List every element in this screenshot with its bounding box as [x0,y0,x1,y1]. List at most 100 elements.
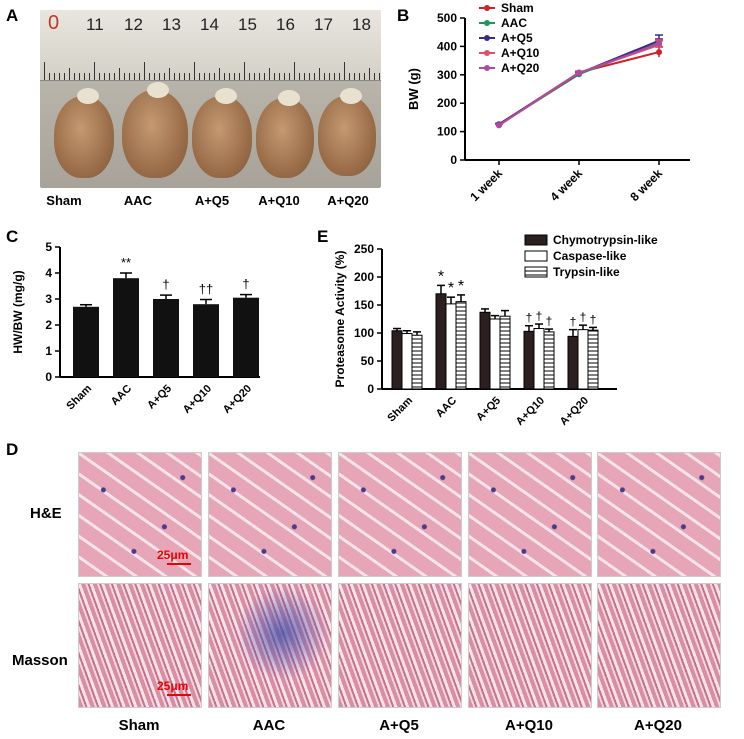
ruler-tick [79,73,80,80]
x-tick-label: A+Q5 [474,395,503,424]
x-tick-label: A+Q20 [221,383,254,416]
legend-label: Caspase-like [553,249,627,263]
column-label: A+Q5 [379,717,419,734]
bar [435,293,447,390]
heart-q10 [256,90,314,178]
ruler-tick [219,68,220,80]
hwbw-bar-chart: 0 1 2 3 4 5 HW/BW (mg/g) Sham ** AAC † A+Q5 †† A+Q10 †… [11,240,260,416]
data-point [496,122,502,129]
y-tick-label: 100 [437,125,457,139]
scale-bar-line [167,563,191,565]
scale-bar: 25μm [157,548,191,565]
ruler-tick [64,73,65,80]
ruler-tick [364,73,365,80]
bar [153,299,179,377]
ruler-number: 16 [276,15,295,34]
scale-bar: 25μm [157,679,191,696]
panel-label-e: E [317,227,329,246]
significance-mark: † [242,277,249,292]
he-image-aac [208,452,332,577]
ruler-tick [339,73,340,80]
heart-sham [54,88,114,178]
ruler-tick [214,73,215,80]
ruler-tick [94,62,95,80]
legend-label: Sham [501,1,534,15]
significance-mark: † [162,277,169,292]
bar [193,304,219,377]
bar [233,297,259,377]
photo-label-q5: A+Q5 [194,193,230,208]
ruler-tick [179,73,180,80]
ruler-tick [234,73,235,80]
bar [73,306,99,377]
y-tick-label: 2 [45,318,52,332]
significance-mark: ** [121,255,131,270]
ruler-tick [199,73,200,80]
significance-mark: * [438,268,444,285]
ruler-number: 14 [200,15,219,34]
ruler-tick [289,73,290,80]
y-tick-label: 0 [45,370,52,384]
ruler-tick [209,73,210,80]
ruler-tick [194,62,195,80]
ruler-tick [319,68,320,80]
column-label: Sham [118,717,160,734]
y-tick-label: 200 [354,270,374,284]
legend-marker [484,20,490,26]
panel-label-b: B [397,6,410,25]
bar [113,278,139,377]
ruler-tick [274,73,275,80]
ruler-tick [174,73,175,80]
legend-marker [484,35,490,41]
bar [567,335,579,390]
masson-image-aq5 [338,583,462,708]
ruler-number: 12 [124,15,143,34]
legend-swatch [524,266,548,278]
x-tick-label: Sham [64,382,94,412]
y-tick-label: 400 [437,39,457,53]
ruler-tick [184,73,185,80]
heart-q5 [192,88,252,178]
ruler-tick [149,73,150,80]
bar [543,331,555,390]
photo-label-q10: A+Q10 [258,193,300,208]
ruler-tick [314,73,315,80]
legend-marker [484,50,490,56]
ruler-tick [99,73,100,80]
ruler-tick [249,73,250,80]
legend-swatch [524,234,548,246]
bar [479,311,491,390]
significance-mark: † [590,312,597,326]
photo-label-aac: AAC [123,193,153,208]
ruler-tick [324,73,325,80]
ruler-tick [264,73,265,80]
data-point [576,70,582,77]
ruler-tick [334,73,335,80]
ruler-tick [54,73,55,80]
y-tick-label: 4 [45,266,52,280]
heart-aac [122,82,188,178]
significance-mark: † [570,315,577,329]
scale-bar-line [167,694,191,696]
y-tick-label: 100 [354,326,374,340]
x-tick-label: Sham [385,394,415,424]
ruler-tick [109,73,110,80]
ruler-tick [244,62,245,80]
legend-label: AAC [501,16,527,30]
x-tick-label: AAC [109,383,134,408]
ruler-tick [69,68,70,80]
ruler-tick [359,73,360,80]
he-image-aq20 [597,452,721,577]
x-tick-label: A+Q20 [558,395,591,428]
ruler-number: 18 [352,15,371,34]
column-label: AAC [252,717,286,734]
bar [587,329,599,390]
ruler-tick [279,73,280,80]
legend-marker [484,5,490,11]
legend-label: A+Q5 [501,31,533,45]
y-tick-label: 200 [437,96,457,110]
significance-mark: * [448,280,454,297]
ruler-tick [329,73,330,80]
heart-q20 [318,88,376,176]
ruler-tick [124,73,125,80]
